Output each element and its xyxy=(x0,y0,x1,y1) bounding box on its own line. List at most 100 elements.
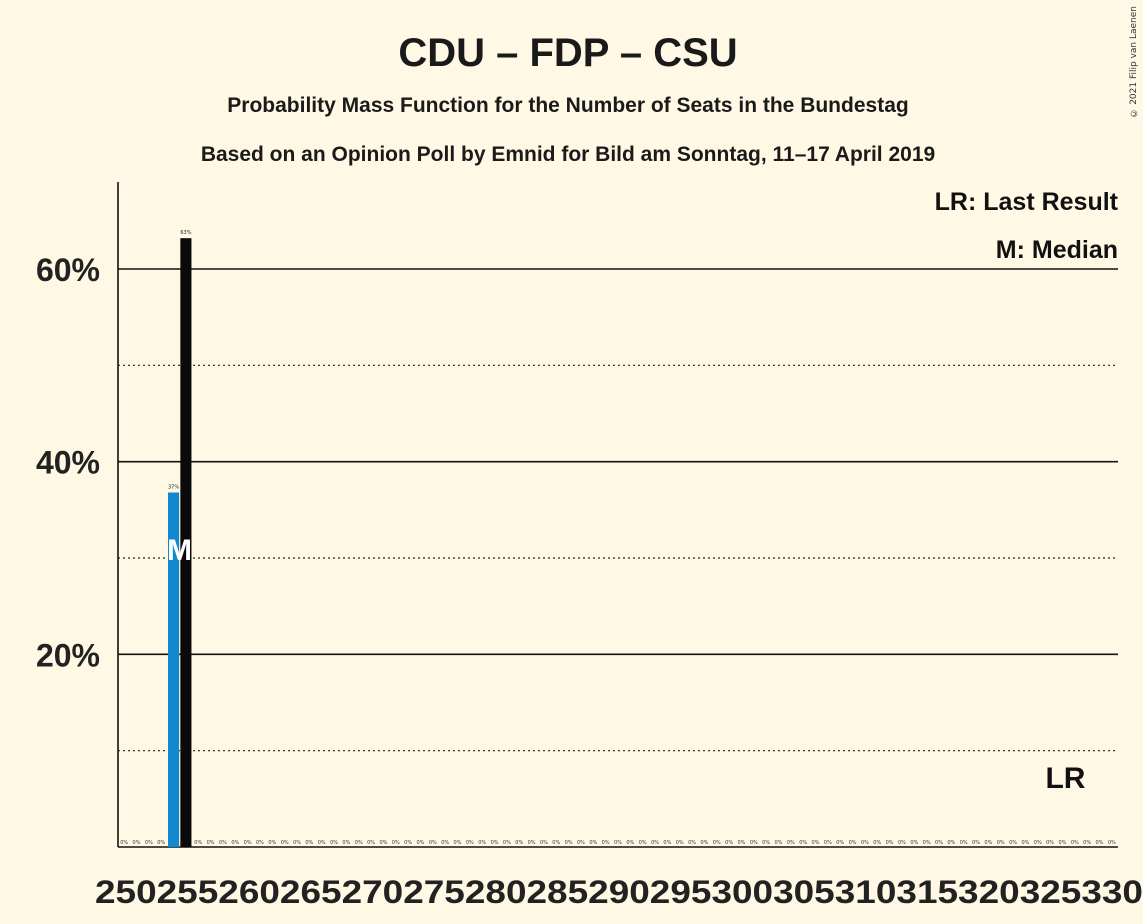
zero-value-label: 0% xyxy=(565,840,573,846)
x-tick-label: 300 xyxy=(711,874,773,910)
legend-entry: LR: Last Result xyxy=(935,188,1119,216)
zero-value-label: 0% xyxy=(194,840,202,846)
median-marker: M xyxy=(167,534,192,567)
zero-value-label: 0% xyxy=(1083,840,1091,846)
zero-value-label: 0% xyxy=(1058,840,1066,846)
bar-value-label: 63% xyxy=(180,230,191,236)
zero-value-label: 0% xyxy=(923,840,931,846)
x-tick-label: 260 xyxy=(218,874,280,910)
bar-seat-255 xyxy=(180,238,192,847)
zero-value-label: 0% xyxy=(873,840,881,846)
zero-value-label: 0% xyxy=(651,840,659,846)
x-tick-label: 290 xyxy=(588,874,650,910)
zero-value-label: 0% xyxy=(540,840,548,846)
zero-value-label: 0% xyxy=(997,840,1005,846)
zero-value-label: 0% xyxy=(133,840,141,846)
zero-value-label: 0% xyxy=(342,840,350,846)
zero-value-label: 0% xyxy=(812,840,820,846)
x-tick-label: 295 xyxy=(650,874,712,910)
zero-value-label: 0% xyxy=(861,840,869,846)
zero-value-label: 0% xyxy=(120,840,128,846)
zero-value-label: 0% xyxy=(626,840,634,846)
zero-value-label: 0% xyxy=(219,840,227,846)
zero-value-label: 0% xyxy=(429,840,437,846)
zero-value-label: 0% xyxy=(787,840,795,846)
zero-value-label: 0% xyxy=(750,840,758,846)
x-tick-label: 305 xyxy=(773,874,835,910)
x-tick-label: 270 xyxy=(342,874,404,910)
zero-value-label: 0% xyxy=(528,840,536,846)
zero-value-label: 0% xyxy=(1108,840,1116,846)
zero-value-label: 0% xyxy=(207,840,215,846)
legend-entry: M: Median xyxy=(996,236,1118,264)
zero-value-label: 0% xyxy=(984,840,992,846)
zero-value-label: 0% xyxy=(960,840,968,846)
zero-value-label: 0% xyxy=(1046,840,1054,846)
zero-value-label: 0% xyxy=(725,840,733,846)
chart-subtitle-2: Based on an Opinion Poll by Emnid for Bi… xyxy=(201,143,935,166)
zero-value-label: 0% xyxy=(972,840,980,846)
zero-value-label: 0% xyxy=(700,840,708,846)
zero-value-label: 0% xyxy=(849,840,857,846)
zero-value-label: 0% xyxy=(441,840,449,846)
plot-area: 20% 40% 60% 0% 0% 0% 0% 0% 0% 0% 0% 0% 0% 0% 0% 0% 0% 0% 0… xyxy=(36,182,1143,910)
zero-value-label: 0% xyxy=(1034,840,1042,846)
zero-value-label: 0% xyxy=(231,840,239,846)
zero-value-label: 0% xyxy=(367,840,375,846)
x-tick-label: 255 xyxy=(157,874,219,910)
zero-value-label: 0% xyxy=(1071,840,1079,846)
y-tick-label: 20% xyxy=(36,637,100,673)
zero-value-label: 0% xyxy=(503,840,511,846)
zero-value-label: 0% xyxy=(268,840,276,846)
chart-title: CDU – FDP – CSU xyxy=(398,31,737,75)
zero-value-label: 0% xyxy=(663,840,671,846)
zero-value-label: 0% xyxy=(355,840,363,846)
x-tick-label: 330 xyxy=(1081,874,1143,910)
zero-value-label: 0% xyxy=(713,840,721,846)
zero-value-label: 0% xyxy=(762,840,770,846)
zero-value-label: 0% xyxy=(318,840,326,846)
zero-value-label: 0% xyxy=(478,840,486,846)
zero-value-label: 0% xyxy=(379,840,387,846)
zero-value-label: 0% xyxy=(799,840,807,846)
x-tick-label: 275 xyxy=(403,874,465,910)
zero-value-label: 0% xyxy=(577,840,585,846)
x-tick-label: 265 xyxy=(280,874,342,910)
y-tick-label: 40% xyxy=(36,445,100,481)
bar-value-label: 37% xyxy=(168,484,179,490)
chart-subtitle: Probability Mass Function for the Number… xyxy=(227,94,908,117)
zero-value-label: 0% xyxy=(898,840,906,846)
x-tick-label: 310 xyxy=(835,874,897,910)
zero-value-label: 0% xyxy=(688,840,696,846)
zero-value-label: 0% xyxy=(947,840,955,846)
zero-value-label: 0% xyxy=(886,840,894,846)
zero-value-label: 0% xyxy=(737,840,745,846)
bar-seat-254 xyxy=(168,492,180,847)
last-result-marker: LR xyxy=(1045,762,1085,795)
copyright-note: © 2021 Filip van Laenen xyxy=(1129,6,1139,118)
zero-value-label: 0% xyxy=(157,840,165,846)
x-tick-label: 315 xyxy=(896,874,958,910)
zero-value-label: 0% xyxy=(330,840,338,846)
zero-value-label: 0% xyxy=(824,840,832,846)
zero-value-label: 0% xyxy=(281,840,289,846)
zero-value-label: 0% xyxy=(639,840,647,846)
zero-value-label: 0% xyxy=(775,840,783,846)
zero-value-label: 0% xyxy=(417,840,425,846)
zero-value-label: 0% xyxy=(466,840,474,846)
zero-value-label: 0% xyxy=(602,840,610,846)
zero-value-label: 0% xyxy=(1096,840,1104,846)
zero-value-label: 0% xyxy=(515,840,523,846)
zero-value-label: 0% xyxy=(244,840,252,846)
zero-value-label: 0% xyxy=(676,840,684,846)
x-tick-label: 280 xyxy=(465,874,527,910)
zero-value-label: 0% xyxy=(935,840,943,846)
zero-value-label: 0% xyxy=(404,840,412,846)
x-tick-label: 320 xyxy=(958,874,1020,910)
zero-value-label: 0% xyxy=(256,840,264,846)
zero-value-label: 0% xyxy=(1021,840,1029,846)
zero-value-label: 0% xyxy=(454,840,462,846)
zero-value-label: 0% xyxy=(305,840,313,846)
x-tick-label: 250 xyxy=(95,874,157,910)
